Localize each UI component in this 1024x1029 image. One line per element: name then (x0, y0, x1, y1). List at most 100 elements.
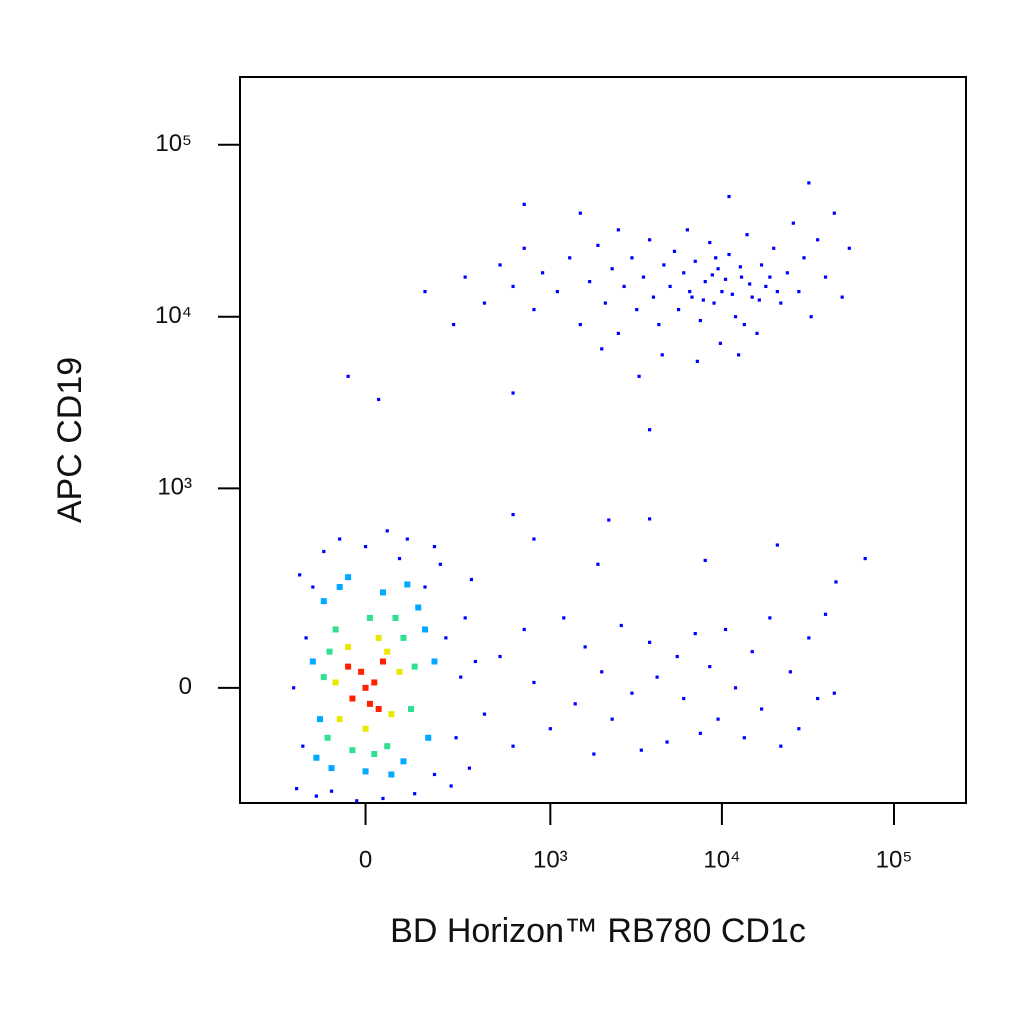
data-point (723, 277, 728, 281)
data-point (655, 675, 659, 679)
data-point (616, 228, 620, 232)
data-point (750, 295, 754, 299)
data-point (322, 549, 326, 554)
data-point (385, 529, 389, 533)
data-point (682, 696, 686, 701)
data-point (718, 341, 722, 345)
data-point (745, 233, 749, 237)
data-point (807, 181, 811, 185)
data-point (548, 727, 552, 731)
data-point (816, 238, 820, 242)
data-point (600, 347, 604, 351)
data-point (727, 194, 731, 199)
data-point (637, 374, 641, 378)
data-point (733, 315, 738, 319)
data-point (379, 589, 386, 596)
x-axis-label: BD Horizon™ RB780 CD1c (390, 912, 806, 950)
data-point (802, 256, 806, 260)
data-point (578, 211, 582, 215)
data-point (823, 612, 828, 616)
data-point (452, 322, 456, 327)
data-point (422, 626, 429, 633)
data-point (467, 766, 472, 770)
data-point (688, 289, 692, 294)
data-point (816, 696, 820, 701)
data-point (432, 544, 437, 549)
data-point (757, 298, 761, 302)
data-point (405, 537, 409, 541)
data-point (635, 307, 639, 312)
data-point (358, 668, 365, 675)
y-tick-label: 0 (179, 673, 192, 700)
data-point (610, 267, 614, 271)
data-point (755, 331, 759, 335)
data-point (710, 273, 714, 277)
data-point (736, 353, 741, 357)
data-point (371, 679, 378, 686)
data-point (662, 263, 666, 267)
data-point (425, 734, 432, 741)
data-point (775, 543, 779, 547)
data-point (362, 768, 369, 775)
data-point (298, 573, 302, 577)
data-point (759, 263, 764, 267)
data-point (775, 289, 779, 294)
data-point (532, 307, 536, 312)
data-point (847, 246, 851, 250)
data-point (648, 428, 652, 432)
data-point (592, 752, 596, 756)
data-point (392, 614, 399, 621)
data-point (832, 211, 836, 215)
data-point (375, 706, 382, 713)
data-point (320, 598, 327, 605)
data-point (301, 744, 305, 748)
data-point (797, 289, 801, 294)
data-point (338, 537, 342, 541)
data-point (720, 289, 724, 294)
data-point (311, 585, 315, 589)
data-point (336, 716, 343, 723)
data-point (345, 574, 352, 581)
data-point (320, 674, 327, 681)
data-point (779, 301, 783, 305)
data-point (733, 686, 738, 690)
data-point (693, 632, 697, 636)
data-point (739, 275, 744, 279)
x-tick-label: 10⁴ (703, 846, 740, 873)
x-tick-label: 10⁵ (876, 846, 913, 873)
data-point (326, 648, 333, 655)
data-point (742, 322, 746, 327)
data-point (616, 331, 620, 335)
data-point (712, 301, 716, 305)
data-point (366, 614, 373, 621)
data-point (522, 627, 526, 632)
data-point (454, 736, 458, 740)
data-point (607, 518, 611, 522)
data-point (362, 684, 369, 691)
data-point (511, 284, 515, 289)
data-point (834, 580, 838, 584)
data-point (332, 679, 339, 686)
data-point (603, 301, 607, 305)
data-point (648, 238, 652, 242)
data-point (701, 298, 705, 302)
data-point (397, 556, 402, 561)
data-point (668, 284, 672, 289)
data-point (309, 658, 316, 665)
data-point (600, 670, 604, 674)
data-point (630, 691, 634, 695)
data-point (388, 711, 395, 718)
data-point (463, 275, 467, 279)
data-point (384, 743, 391, 750)
data-point (459, 675, 463, 679)
data-point (332, 626, 339, 633)
data-point (573, 702, 577, 706)
data-point (384, 648, 391, 655)
data-point (698, 731, 703, 735)
data-point (482, 712, 487, 716)
data-point (788, 670, 792, 674)
data-point (363, 544, 368, 549)
data-point (400, 758, 407, 765)
data-point (381, 796, 385, 801)
